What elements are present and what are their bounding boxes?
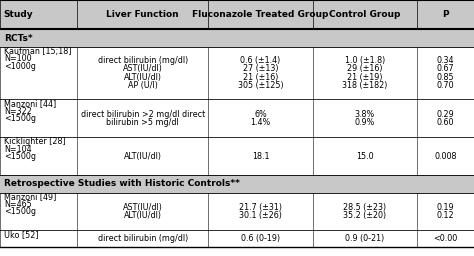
Bar	[0, 0, 474, 29]
Text: N=322: N=322	[4, 107, 32, 116]
Text: AST(IU/dl): AST(IU/dl)	[123, 65, 163, 73]
Text: N=465: N=465	[4, 200, 32, 209]
Text: 0.12: 0.12	[437, 211, 454, 220]
Text: 0.6 (0-19): 0.6 (0-19)	[241, 234, 280, 243]
Text: AP (U/l): AP (U/l)	[128, 81, 158, 90]
Bar	[0, 193, 474, 230]
Text: 35.2 (±20): 35.2 (±20)	[343, 211, 386, 220]
Text: 305 (±125): 305 (±125)	[238, 81, 283, 90]
Bar	[0, 230, 474, 247]
Text: 29 (±16): 29 (±16)	[347, 65, 383, 73]
Text: ALT(IU/dl): ALT(IU/dl)	[124, 73, 162, 82]
Text: N=100: N=100	[4, 54, 31, 63]
Text: Manzoni [49]: Manzoni [49]	[4, 193, 56, 202]
Text: Fluconazole Treated Group: Fluconazole Treated Group	[192, 10, 329, 19]
Text: 21 (±16): 21 (±16)	[243, 73, 278, 82]
Text: Retrospective Studies with Historic Controls**: Retrospective Studies with Historic Cont…	[4, 179, 240, 188]
Text: 0.67: 0.67	[437, 65, 454, 73]
Text: bilirubin >5 mg/dl: bilirubin >5 mg/dl	[106, 118, 179, 127]
Text: direct bilirubin (mg/dl): direct bilirubin (mg/dl)	[98, 56, 188, 65]
Text: AST(IU/dl): AST(IU/dl)	[123, 203, 163, 212]
Text: 0.19: 0.19	[437, 203, 454, 212]
Text: <0.00: <0.00	[433, 234, 457, 243]
Text: <1000g: <1000g	[4, 62, 36, 71]
Text: 27 (±13): 27 (±13)	[243, 65, 278, 73]
Text: 0.6 (±1.4): 0.6 (±1.4)	[240, 56, 281, 65]
Text: 0.34: 0.34	[437, 56, 454, 65]
Text: 0.008: 0.008	[434, 152, 457, 161]
Text: 18.1: 18.1	[252, 152, 269, 161]
Text: 21 (±19): 21 (±19)	[347, 73, 383, 82]
Text: <1500g: <1500g	[4, 152, 36, 161]
Text: direct bilirubin (mg/dl): direct bilirubin (mg/dl)	[98, 234, 188, 243]
Text: <1500g: <1500g	[4, 207, 36, 216]
Text: Kaufman [15;18]: Kaufman [15;18]	[4, 47, 71, 56]
Bar	[0, 99, 474, 137]
Text: Control Group: Control Group	[329, 10, 401, 19]
Text: 30.1 (±26): 30.1 (±26)	[239, 211, 282, 220]
Text: Study: Study	[4, 10, 33, 19]
Text: 0.29: 0.29	[437, 110, 455, 119]
Text: 28.5 (±23): 28.5 (±23)	[343, 203, 386, 212]
Bar	[0, 29, 474, 47]
Text: 318 (±182): 318 (±182)	[342, 81, 387, 90]
Text: 1.4%: 1.4%	[250, 118, 271, 127]
Text: direct bilirubin >2 mg/dl direct: direct bilirubin >2 mg/dl direct	[81, 110, 205, 119]
Bar	[0, 175, 474, 193]
Text: N=104: N=104	[4, 145, 31, 154]
Text: 6%: 6%	[254, 110, 267, 119]
Text: P: P	[442, 10, 449, 19]
Bar	[0, 47, 474, 99]
Text: 0.60: 0.60	[437, 118, 454, 127]
Text: 21.7 (±31): 21.7 (±31)	[239, 203, 282, 212]
Text: 0.85: 0.85	[437, 73, 454, 82]
Text: 1.0 (±1.8): 1.0 (±1.8)	[345, 56, 385, 65]
Text: Manzoni [44]: Manzoni [44]	[4, 99, 56, 109]
Text: RCTs*: RCTs*	[4, 34, 32, 43]
Text: 0.9 (0-21): 0.9 (0-21)	[345, 234, 384, 243]
Text: 15.0: 15.0	[356, 152, 374, 161]
Text: ALT(IU/dl): ALT(IU/dl)	[124, 152, 162, 161]
Text: 3.8%: 3.8%	[355, 110, 375, 119]
Text: ALT(IU/dl): ALT(IU/dl)	[124, 211, 162, 220]
Text: Liver Function: Liver Function	[106, 10, 179, 19]
Bar	[0, 137, 474, 175]
Text: <1500g: <1500g	[4, 114, 36, 123]
Text: Kicklighter [28]: Kicklighter [28]	[4, 137, 65, 146]
Text: 0.70: 0.70	[437, 81, 454, 90]
Text: Uko [52]: Uko [52]	[4, 230, 38, 240]
Text: 0.9%: 0.9%	[355, 118, 375, 127]
